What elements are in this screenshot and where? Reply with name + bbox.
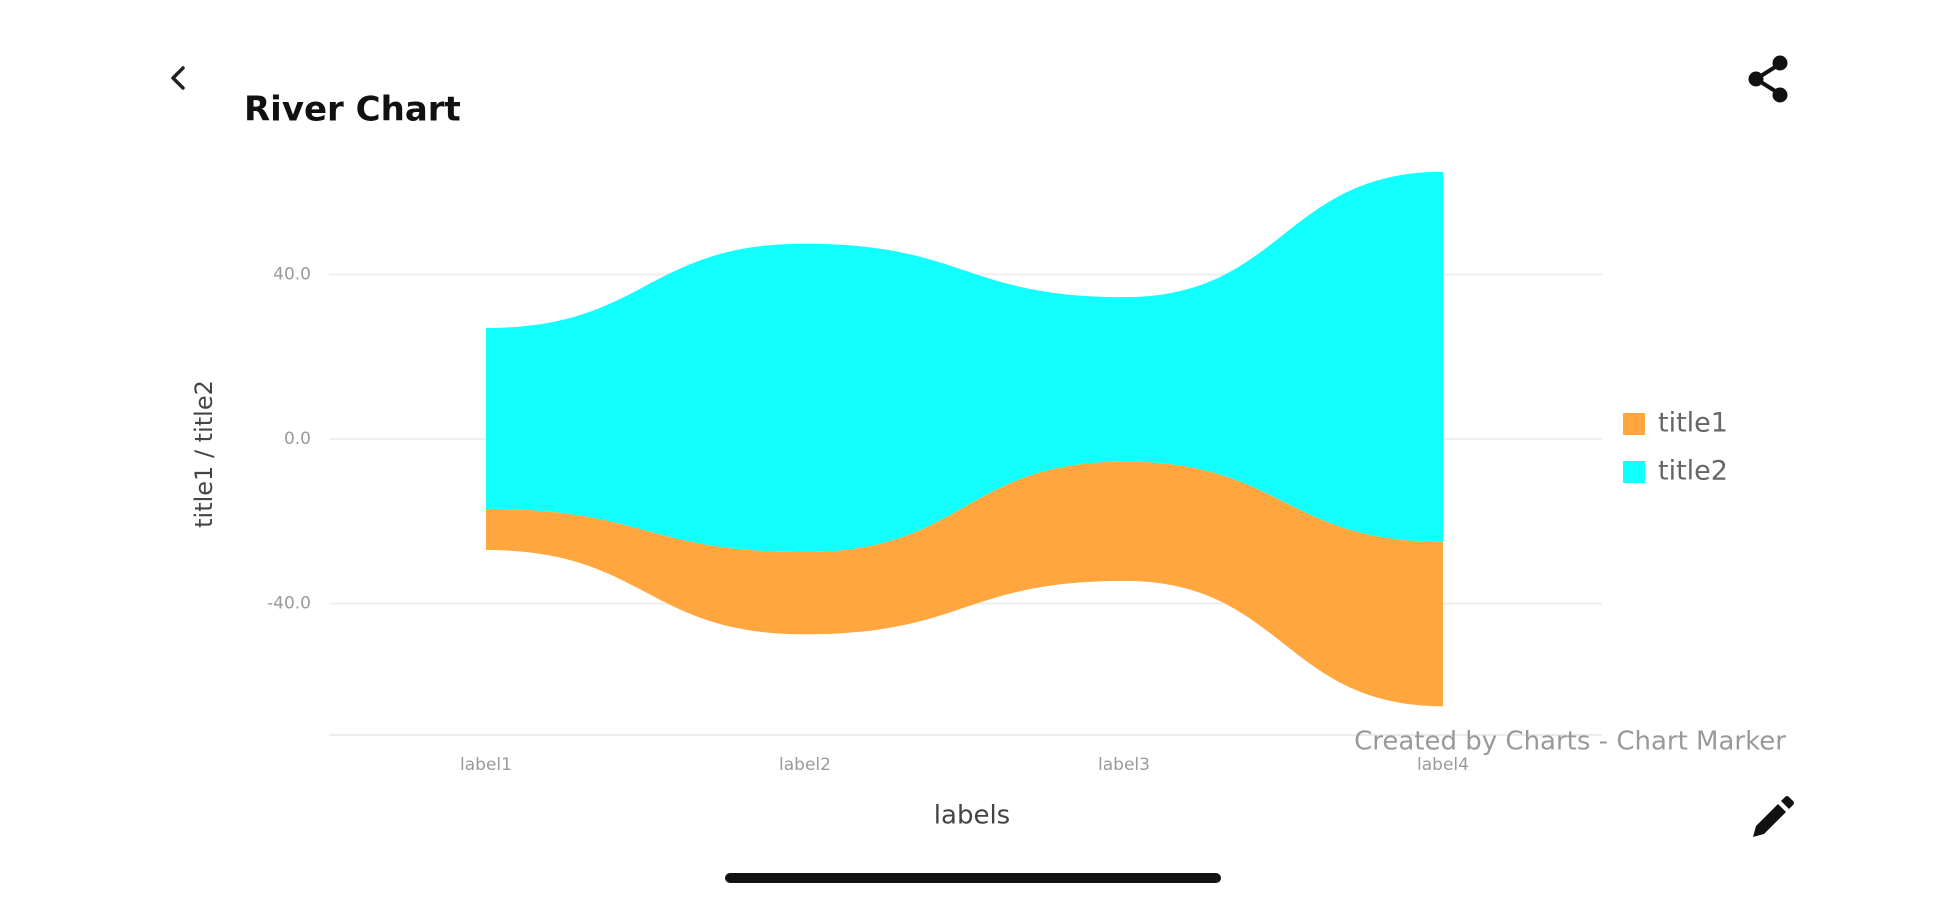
legend-swatch <box>1623 461 1645 483</box>
share-icon-dot <box>1772 55 1788 71</box>
x-tick-label: label4 <box>1417 755 1469 775</box>
home-indicator <box>725 873 1221 883</box>
edit-icon <box>1753 804 1786 837</box>
legend-label: title2 <box>1658 456 1728 487</box>
back-icon <box>171 66 185 90</box>
x-tick-label: label1 <box>460 755 512 775</box>
legend-label: title1 <box>1658 408 1728 439</box>
watermark: Created by Charts - Chart Marker <box>1354 727 1786 757</box>
stream-layer <box>486 461 1443 707</box>
y-tick-label: -40.0 <box>267 593 311 613</box>
edit-icon-tip <box>1781 796 1794 809</box>
y-axis-title: title1 / title2 <box>190 380 218 528</box>
y-tick-label: 0.0 <box>284 429 311 449</box>
share-button[interactable] <box>1748 55 1788 103</box>
edit-button[interactable] <box>1753 796 1794 837</box>
back-button[interactable] <box>171 66 185 90</box>
x-axis-title: labels <box>934 801 1010 831</box>
x-tick-label: label3 <box>1098 755 1150 775</box>
page-title: River Chart <box>244 90 461 130</box>
y-tick-label: 40.0 <box>273 265 311 285</box>
stream-layer <box>486 171 1443 553</box>
plot: -40.0 0.0 40.0 label1 label2 label3 label4 labe… <box>190 171 1786 831</box>
share-icon-dot <box>1772 87 1788 103</box>
legend-swatch <box>1623 413 1645 435</box>
share-icon-dot <box>1748 71 1764 87</box>
x-tick-label: label2 <box>779 755 831 775</box>
